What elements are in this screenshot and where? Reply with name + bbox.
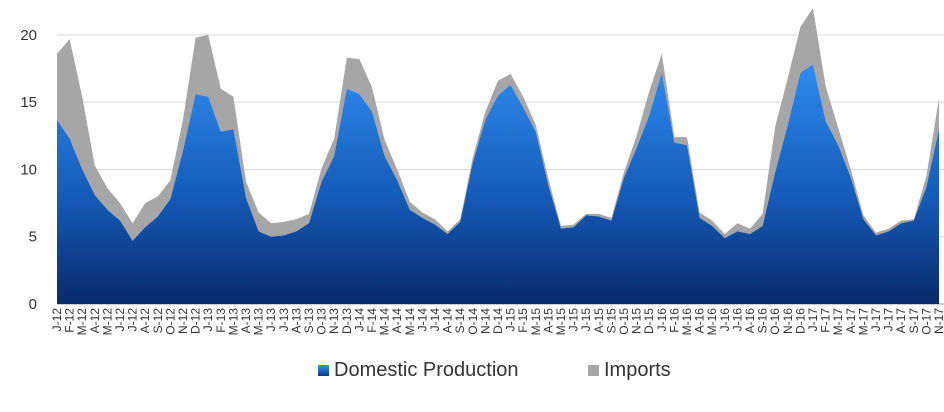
x-tick-label: D-14 (491, 308, 505, 334)
x-tick-label: D-12 (189, 308, 203, 334)
x-tick-label: M-17 (831, 308, 845, 336)
x-tick-label: S-14 (453, 308, 467, 334)
x-tick-label: J-15 (579, 308, 593, 332)
x-tick-label: O-17 (919, 308, 933, 335)
x-tick-label: F-12 (63, 308, 77, 333)
x-tick-label: M-16 (705, 308, 719, 336)
domestic-production-area (57, 64, 939, 304)
x-tick-label: J-15 (567, 308, 581, 332)
x-tick-label: A-17 (844, 308, 858, 334)
legend: Domestic Production Imports (318, 359, 671, 381)
x-tick-label: A-14 (441, 308, 455, 334)
x-tick-label: S-17 (907, 308, 921, 334)
x-tick-label: A-12 (88, 308, 102, 334)
x-tick-label: O-14 (466, 308, 480, 335)
x-tick-label: A-15 (592, 308, 606, 334)
x-tick-label: M-14 (378, 308, 392, 336)
x-tick-label: M-15 (554, 308, 568, 336)
x-tick-label: F-13 (214, 308, 228, 333)
x-tick-label: M-16 (680, 308, 694, 336)
x-tick-label: A-12 (138, 308, 152, 334)
x-tick-label: S-12 (151, 308, 165, 334)
x-tick-label: M-17 (856, 308, 870, 336)
x-tick-label: A-13 (239, 308, 253, 334)
x-tick-label: J-15 (504, 308, 518, 332)
x-tick-label: F-15 (516, 308, 530, 333)
x-tick-label: N-13 (327, 308, 341, 334)
y-tick-label: 5 (29, 229, 37, 246)
x-tick-label: J-13 (277, 308, 291, 332)
x-tick-label: S-15 (604, 308, 618, 334)
imports-area (57, 8, 939, 241)
x-tick-label: F-17 (819, 308, 833, 333)
x-tick-label: J-17 (882, 308, 896, 332)
legend-swatch-imports (588, 365, 599, 376)
x-tick-label: M-13 (226, 308, 240, 336)
x-tick-label: M-12 (100, 308, 114, 336)
x-tick-label: M-15 (529, 308, 543, 336)
x-tick-label: O-15 (617, 308, 631, 335)
x-tick-label: J-14 (415, 308, 429, 332)
x-tick-label: J-13 (264, 308, 278, 332)
y-axis: 0 5 10 15 20 (20, 27, 37, 313)
x-tick-label: A-16 (743, 308, 757, 334)
x-tick-label: S-16 (756, 308, 770, 334)
x-tick-label: J-16 (655, 308, 669, 332)
x-tick-label: F-14 (365, 308, 379, 333)
y-tick-label: 10 (20, 161, 37, 178)
x-tick-label: A-13 (289, 308, 303, 334)
legend-label-domestic-production: Domestic Production (334, 359, 519, 381)
x-axis: J-12F-12M-12A-12M-12J-12J-12A-12S-12O-12… (50, 308, 944, 336)
x-tick-label: J-17 (806, 308, 820, 332)
series-areas (57, 8, 939, 304)
y-tick-label: 20 (20, 27, 37, 44)
x-tick-label: O-13 (315, 308, 329, 335)
x-tick-label: A-17 (894, 308, 908, 334)
x-tick-label: D-13 (340, 308, 354, 334)
x-tick-label: M-12 (75, 308, 89, 336)
x-tick-label: D-15 (642, 308, 656, 334)
legend-swatch-domestic-production (318, 365, 329, 376)
y-tick-label: 15 (20, 94, 37, 111)
x-tick-label: S-13 (302, 308, 316, 334)
y-tick-label: 0 (29, 296, 37, 313)
x-tick-label: J-12 (113, 308, 127, 332)
x-tick-label: J-14 (428, 308, 442, 332)
x-tick-label: O-16 (768, 308, 782, 335)
x-tick-label: J-17 (869, 308, 883, 332)
legend-label-imports: Imports (604, 359, 671, 381)
x-tick-label: N-14 (478, 308, 492, 334)
x-tick-label: J-12 (126, 308, 140, 332)
x-tick-label: A-16 (693, 308, 707, 334)
x-tick-label: J-13 (201, 308, 215, 332)
x-tick-label: N-17 (932, 308, 944, 334)
x-tick-label: N-15 (630, 308, 644, 334)
x-tick-label: M-13 (252, 308, 266, 336)
x-tick-label: O-12 (163, 308, 177, 335)
x-tick-label: M-14 (403, 308, 417, 336)
x-tick-label: A-15 (541, 308, 555, 334)
x-tick-label: N-12 (176, 308, 190, 334)
x-tick-label: J-12 (50, 308, 64, 332)
x-tick-label: N-16 (781, 308, 795, 334)
x-tick-label: A-14 (390, 308, 404, 334)
x-tick-label: J-16 (718, 308, 732, 332)
x-tick-label: F-16 (667, 308, 681, 333)
x-tick-label: D-16 (793, 308, 807, 334)
x-tick-label: J-14 (352, 308, 366, 332)
x-tick-label: J-16 (730, 308, 744, 332)
